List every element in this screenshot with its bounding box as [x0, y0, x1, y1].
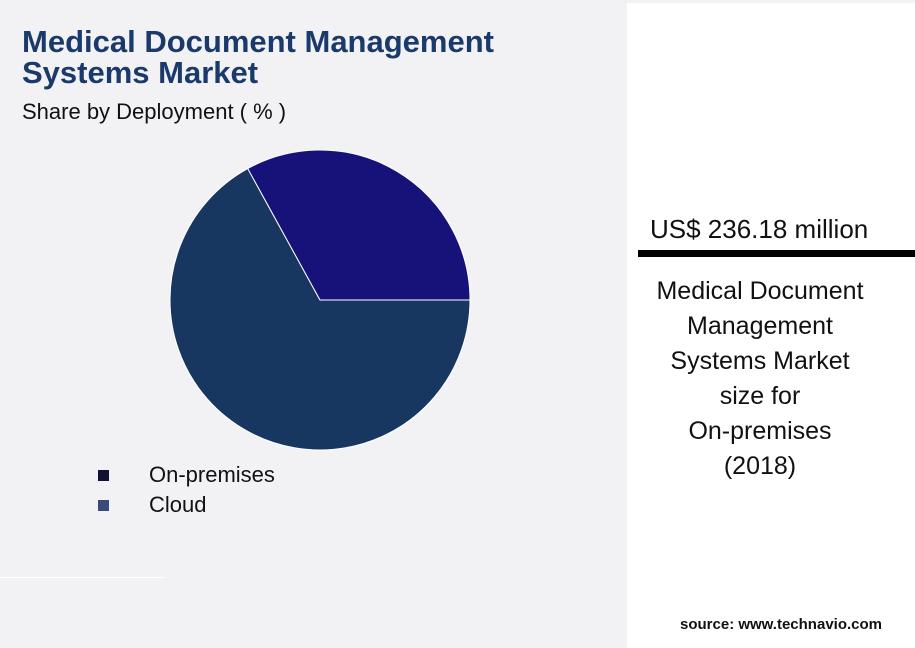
description-line: Systems Market — [670, 347, 850, 375]
market-value: US$ 236.18 million — [650, 214, 869, 244]
description-line: (2018) — [723, 452, 797, 480]
source-credit: source: www.technavio.com — [680, 616, 882, 633]
legend-swatch-on-premises — [98, 469, 109, 481]
pie-slice-on-premises — [169, 167, 471, 451]
description-line: size for — [719, 382, 801, 410]
legend-label-on-premises: On-premises — [149, 462, 275, 487]
value-underline — [638, 250, 915, 257]
pie-slice-cloud — [247, 149, 471, 301]
description-line: Management — [687, 312, 833, 340]
legend-item-on-premises: On-premises — [98, 460, 275, 490]
legend-swatch-cloud — [98, 499, 109, 511]
highlight-panel — [627, 3, 915, 648]
chart-subtitle: Share by Deployment ( % ) — [22, 99, 287, 124]
market-description: Medical Document Management Systems Mark… — [640, 274, 880, 484]
legend-label-cloud: Cloud — [149, 492, 207, 517]
chart-title: Medical Document Management Systems Mark… — [22, 24, 494, 90]
divider — [0, 577, 165, 578]
pie-chart — [169, 149, 471, 451]
chart-legend: On-premises Cloud — [98, 460, 275, 520]
legend-item-cloud: Cloud — [98, 490, 275, 520]
description-line: Medical Document — [656, 277, 864, 305]
description-line: On-premises — [688, 417, 832, 445]
